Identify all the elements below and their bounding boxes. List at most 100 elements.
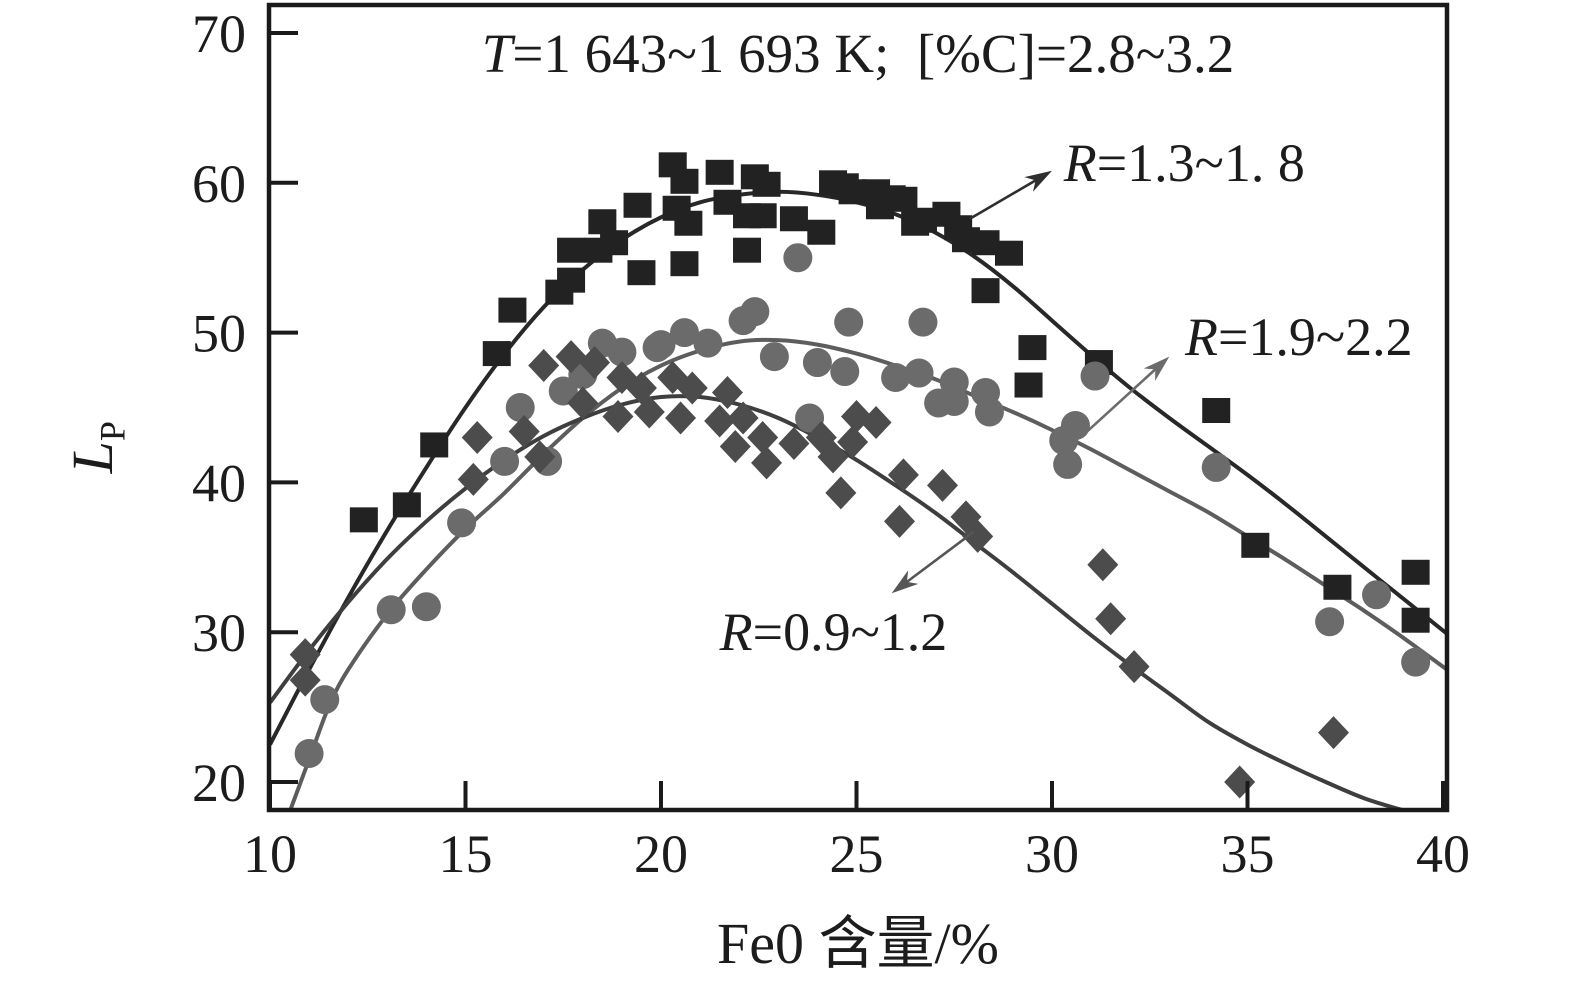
diamond-marker — [524, 440, 556, 474]
diamond-marker — [1318, 716, 1350, 750]
data-points — [289, 152, 1431, 799]
series-label-r-1-3-to-1-8: R=1.3~1. 8 — [1063, 133, 1305, 194]
square-marker — [1323, 574, 1352, 600]
diamond-marker — [817, 440, 849, 474]
circle-marker — [783, 243, 813, 273]
diamond-marker — [884, 504, 916, 538]
circle-marker — [548, 376, 578, 406]
square-marker — [627, 260, 656, 286]
circle-marker — [1060, 410, 1090, 440]
diamond-marker — [555, 340, 587, 374]
x-axis-label: Fe0 含量/% — [717, 911, 999, 976]
axis-tick-labels: 10 15 20 25 30 35 40 20 30 40 50 60 70 — [192, 4, 1470, 884]
diamond-marker — [751, 446, 783, 480]
circle-marker — [939, 387, 969, 417]
square-marker — [994, 240, 1023, 266]
circle-marker — [490, 446, 520, 476]
square-marker — [838, 179, 867, 205]
circle-marker — [646, 330, 676, 360]
diamond-marker — [289, 663, 321, 697]
square-marker — [392, 492, 421, 518]
y-tick-label: 70 — [192, 4, 246, 64]
circle-marker — [904, 358, 934, 388]
title-text: =1 643~1 693 K; [%C]=2.8~3.2 — [512, 23, 1235, 84]
circle-marker — [908, 307, 938, 337]
circle-marker — [1053, 449, 1083, 479]
x-tick-label: 20 — [634, 824, 688, 884]
axis-ticks — [268, 31, 1445, 810]
series-label-r-1-9-to-2-2: R=1.9~2.2 — [1184, 307, 1413, 368]
circle-marker — [834, 307, 864, 337]
y-tick-label: 20 — [192, 753, 246, 813]
circle-marker — [447, 508, 477, 538]
circle-marker — [693, 328, 723, 358]
circle-marker — [802, 348, 832, 378]
series-label-r-0-9-to-1-2: R=0.9~1.2 — [719, 602, 948, 663]
diamond-marker — [665, 401, 697, 435]
diamond-marker — [837, 425, 869, 459]
circle-marker — [1362, 580, 1392, 610]
square-marker — [600, 230, 629, 256]
square-marker — [752, 171, 781, 197]
diamond-marker — [579, 346, 611, 380]
diamond-marker — [1095, 602, 1127, 636]
square-marker — [420, 432, 449, 458]
annotation-arrow-line — [969, 176, 1041, 220]
circle-marker — [669, 318, 699, 348]
circle-marker — [607, 337, 637, 367]
circle-marker — [1080, 361, 1110, 391]
y-tick-label: 50 — [192, 304, 246, 364]
square-marker — [779, 206, 808, 232]
square-marker — [623, 192, 652, 218]
diamond-marker — [1087, 548, 1119, 582]
diamond-marker — [1118, 650, 1150, 684]
square-marker — [971, 230, 1000, 256]
square-marker — [588, 209, 617, 235]
annotation-arrow-line — [1086, 365, 1160, 433]
y-axis-label: LP — [59, 421, 133, 474]
square-marker — [670, 168, 699, 194]
square-marker — [1241, 532, 1270, 558]
circle-marker — [505, 393, 535, 422]
square-marker — [971, 278, 1000, 304]
circle-marker — [740, 297, 770, 327]
square-marker — [349, 507, 378, 533]
diamond-marker — [567, 386, 599, 420]
x-tick-label: 25 — [830, 824, 884, 884]
annotation-arrow-line — [902, 530, 975, 586]
diamond-marker — [747, 420, 779, 454]
square-marker — [498, 297, 527, 323]
diamond-marker — [676, 371, 708, 405]
square-marker — [1202, 397, 1231, 423]
diamond-marker — [289, 638, 321, 672]
square-marker — [670, 251, 699, 277]
square-marker — [674, 210, 703, 236]
annotation-arrows — [891, 170, 1170, 594]
circle-marker — [1201, 452, 1231, 482]
square-marker — [557, 267, 586, 293]
annotation-arrowhead — [891, 570, 919, 594]
square-marker — [1018, 335, 1047, 361]
circle-marker — [830, 357, 860, 387]
square-marker — [1014, 372, 1043, 398]
square-marker — [1401, 607, 1430, 633]
y-tick-label: 60 — [192, 154, 246, 214]
diamond-marker — [602, 399, 634, 433]
diamond-marker — [727, 401, 759, 435]
square-marker — [748, 203, 777, 229]
diamond-marker — [461, 420, 493, 454]
diamond-marker — [457, 462, 489, 496]
x-tick-label: 40 — [1416, 824, 1470, 884]
square-marker — [733, 237, 762, 263]
square-marker — [908, 207, 937, 233]
fit-curves — [269, 189, 1448, 811]
y-tick-label: 40 — [192, 453, 246, 513]
circle-marker — [411, 592, 441, 622]
square-marker — [889, 186, 918, 212]
circle-marker — [881, 363, 911, 393]
x-tick-label: 35 — [1221, 824, 1275, 884]
square-marker — [705, 159, 734, 185]
annotation-arrowhead — [1024, 170, 1052, 192]
circle-marker — [1315, 607, 1345, 637]
